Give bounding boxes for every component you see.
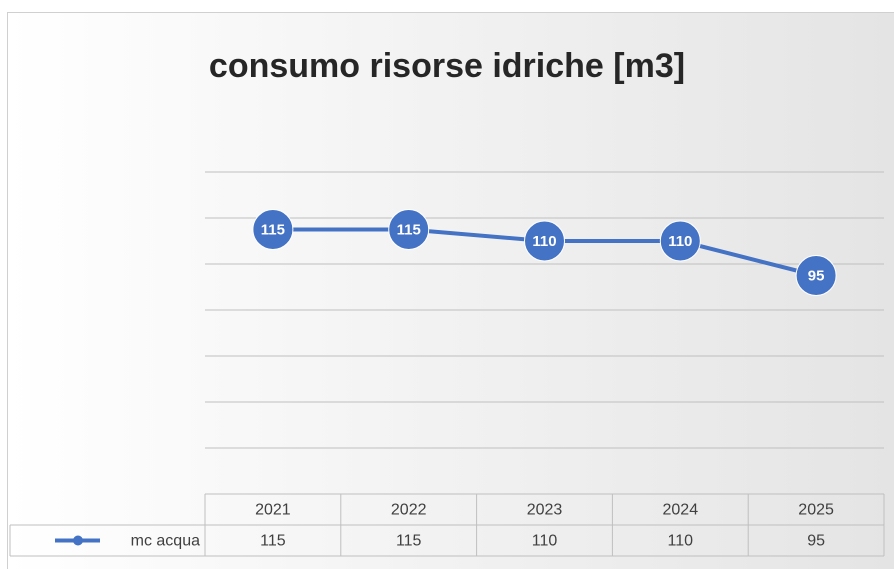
data-label: 115 xyxy=(261,221,285,238)
x-tick-label: 2024 xyxy=(663,502,699,519)
point-marker xyxy=(252,209,294,250)
table-value: 115 xyxy=(396,533,422,550)
x-tick-label: 2025 xyxy=(798,502,834,519)
chart-title: consumo risorse idriche [m3] xyxy=(208,47,686,85)
chart-area xyxy=(7,12,894,569)
data-label: 110 xyxy=(532,233,556,250)
table-value: 110 xyxy=(668,533,694,550)
table-value: 115 xyxy=(260,533,286,550)
x-tick-label: 2023 xyxy=(527,502,563,519)
point-marker xyxy=(524,220,565,262)
data-label: 95 xyxy=(808,267,825,284)
point-marker xyxy=(795,255,837,296)
table-value: 110 xyxy=(532,533,558,550)
table-value: 95 xyxy=(807,533,825,550)
data-label: 110 xyxy=(668,233,692,250)
point-marker xyxy=(659,220,701,262)
data-label: 115 xyxy=(397,221,421,238)
point-marker xyxy=(388,209,430,250)
x-tick-label: 2022 xyxy=(391,502,427,519)
legend-label: mc acqua xyxy=(131,533,200,550)
x-tick-label: 2021 xyxy=(255,502,291,519)
legend-marker xyxy=(73,535,83,546)
